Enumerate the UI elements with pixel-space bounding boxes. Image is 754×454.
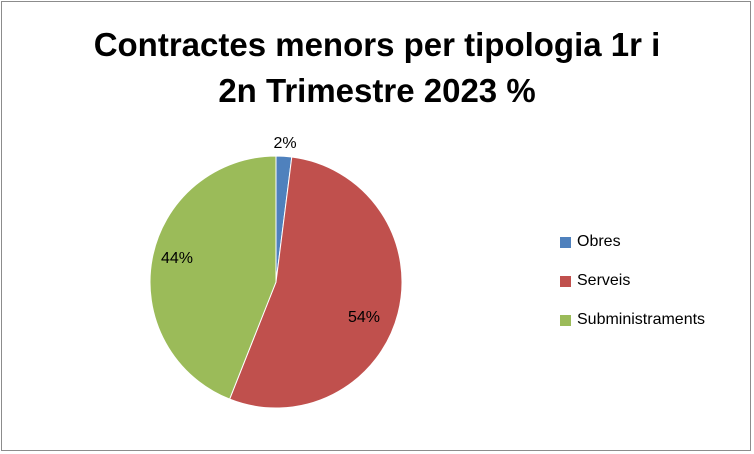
pie-label-obres: 2%: [273, 135, 296, 152]
legend-swatch-subministraments: [560, 314, 571, 326]
legend-item-subministraments: Subministraments: [560, 310, 705, 330]
pie-labels: 2% 54% 44%: [161, 135, 380, 326]
legend-label-subministraments: Subministraments: [577, 311, 706, 328]
pie-label-serveis: 54%: [348, 309, 380, 326]
legend-swatch-serveis: [560, 275, 571, 287]
pie-slice-subministraments: [149, 155, 277, 400]
pie-slices: [149, 155, 403, 409]
chart-title-line-1: Contractes menors per tipologia 1r i: [93, 26, 661, 63]
legend-label-serveis: Serveis: [577, 272, 631, 289]
pie-label-subministraments: 44%: [161, 250, 193, 267]
chart-title-line-2: 2n Trimestre 2023 %: [218, 72, 536, 109]
legend-item-serveis: Serveis: [560, 271, 705, 291]
legend-swatch-obres: [560, 236, 571, 248]
legend: Obres Serveis Subministraments: [560, 232, 705, 349]
pie-slice-serveis: [228, 156, 403, 409]
legend-label-obres: Obres: [577, 233, 621, 250]
chart-title: Contractes menors per tipologia 1r i 2n …: [0, 22, 754, 114]
legend-item-obres: Obres: [560, 232, 705, 252]
